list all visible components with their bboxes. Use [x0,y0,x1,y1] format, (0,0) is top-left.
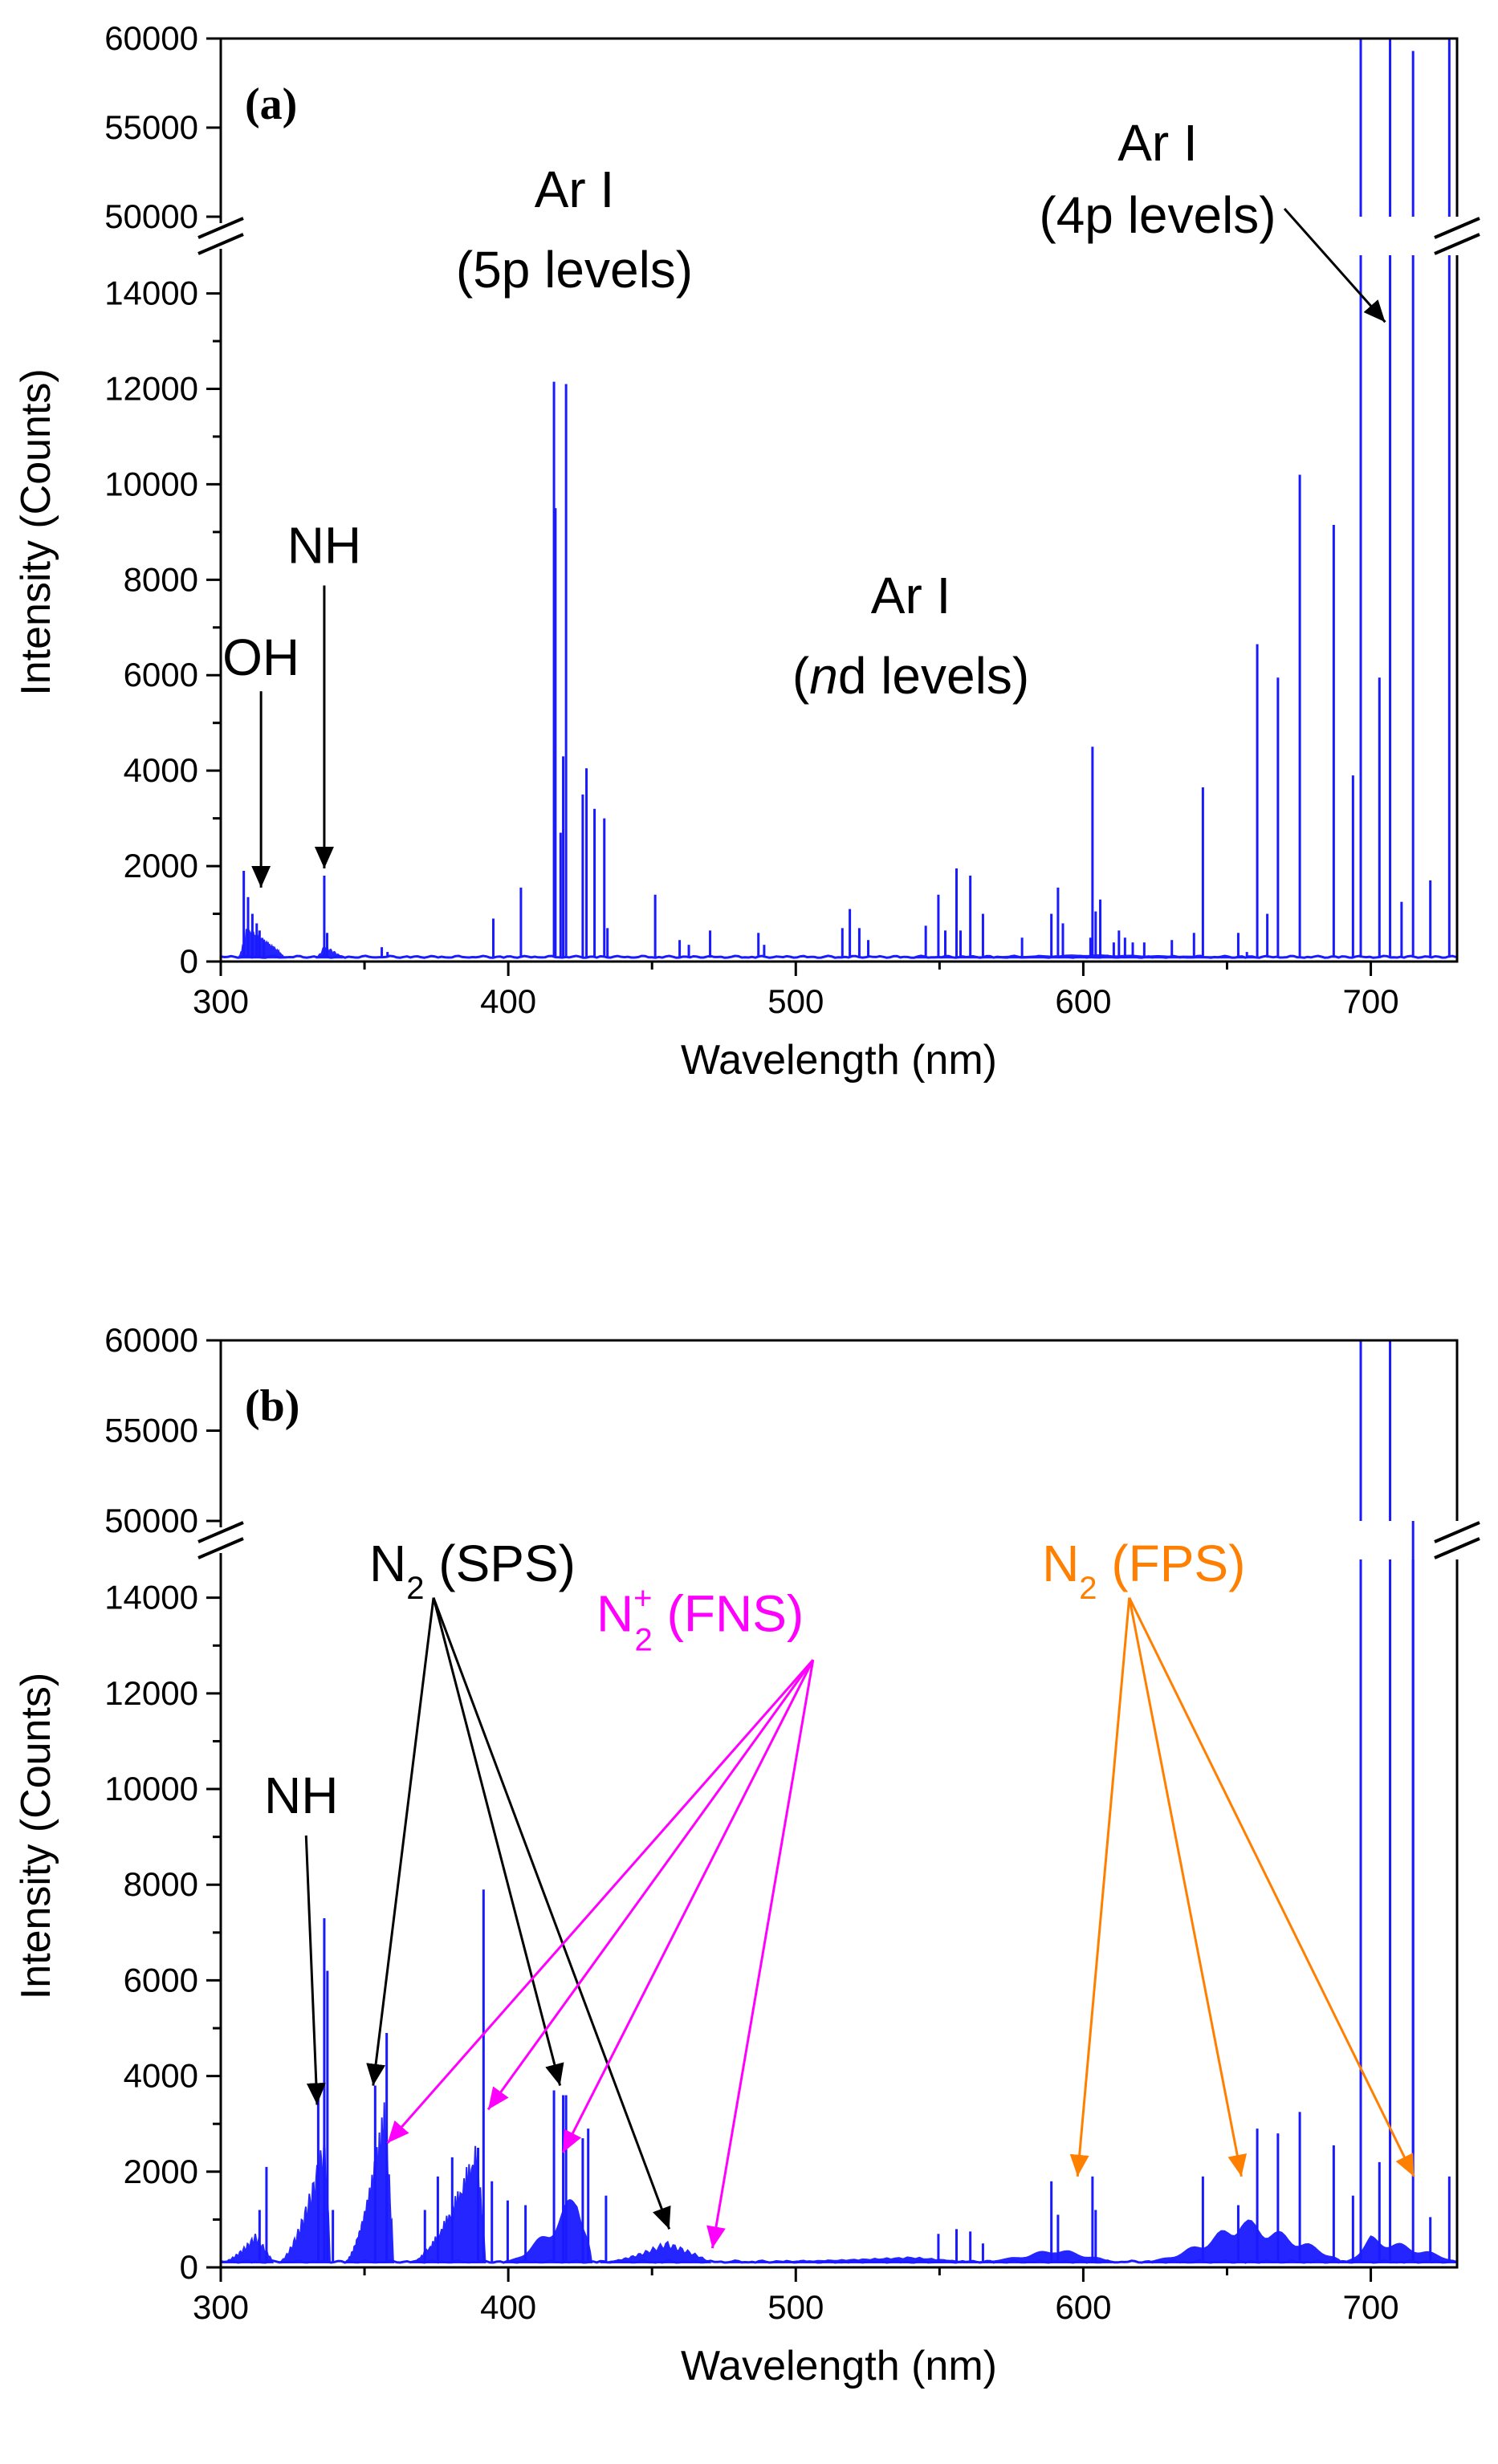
spectrum-baseline [219,954,1457,959]
spectrum-band [315,945,344,959]
annotation-arrow [432,1597,564,2086]
spectrum-band [278,2141,332,2263]
annotation-ar-5p-levels: (5p levels) [456,241,693,299]
y-tick-label: 10000 [104,465,198,502]
y-axis-label: Intensity (Counts) [13,1673,59,2000]
y-tick-label: 2000 [124,2153,198,2190]
annotation-ar-4p: Ar I [1117,114,1198,172]
annotation-arrow [561,1659,815,2153]
spectrum-band [1140,2219,1345,2263]
x-axis-label: Wavelength (nm) [681,2343,997,2389]
annotation-arrow [1128,1597,1415,2177]
y-tick-label: 12000 [104,369,198,407]
annotation-label: N+ 2 (FNS) [596,1580,804,1657]
y-tick-label: 12000 [104,1674,198,1712]
x-tick-label: 500 [767,982,824,1020]
annotation-arrow [1283,208,1386,323]
annotation-arrow [366,1597,435,2086]
x-tick-label: 400 [480,982,536,1020]
y-tick-label: 0 [180,2248,198,2286]
axis-break-mark [1434,233,1480,255]
annotation-ar-5p: Ar I [535,161,615,218]
y-tick-label: 10000 [104,1770,198,1807]
annotation-nh: NH [264,1767,338,1824]
x-axis-label: Wavelength (nm) [681,1037,997,1084]
y-tick-label: 8000 [124,1865,198,1903]
y-tick-label-upper: 60000 [104,1321,198,1359]
y-tick-label: 4000 [124,751,198,789]
y-tick-label: 6000 [124,1961,198,1998]
x-tick-label: 400 [480,2288,536,2326]
y-axis-label: Intensity (Counts) [13,368,59,696]
y-tick-label: 14000 [104,274,198,312]
upper-axis-frame [219,1339,1459,1521]
y-tick-label-upper: 60000 [104,19,198,57]
axis-break-mark [1434,217,1480,239]
lower-axis-frame [219,255,1459,963]
y-tick-label-upper: 55000 [104,1412,198,1450]
annotation-label: N2 (SPS) [369,1535,576,1606]
y-tick-label: 4000 [124,2057,198,2095]
annotation-label: N2 (FPS) [1042,1535,1245,1606]
annotation-nh: NH [287,517,361,575]
y-tick-label-upper: 55000 [104,108,198,146]
annotation-oh: OH [222,628,299,686]
spectrum-band [410,2145,486,2263]
spectrum-baseline [219,2259,1457,2264]
annotation-arrow [1128,1597,1248,2177]
annotation-ar-nd: Ar I [871,567,951,624]
y-tick-label-upper: 50000 [104,1502,198,1539]
annotation-arrow [1069,1597,1131,2177]
y-tick-label: 0 [180,942,198,980]
panel-b: 300 400 500 600 700 0 2000 4000 6000 8000 10000 120… [13,1321,1480,2389]
axis-break-mark [1434,1521,1480,1543]
x-tick-label: 300 [193,982,249,1020]
y-tick-label: 8000 [124,560,198,598]
y-tick-label: 2000 [124,847,198,884]
x-tick-label: 600 [1055,2288,1111,2326]
panel-label: (b) [245,1381,299,1431]
y-tick-label: 6000 [124,656,198,693]
annotation-arrow [706,1659,815,2249]
axis-break-mark [197,1521,244,1543]
axis-break-mark [197,1537,244,1559]
annotation-ar-4p-levels: (4p levels) [1039,186,1276,244]
lower-axis-frame [219,1559,1459,2269]
panel-a: 300 400 500 600 700 0 2000 4000 6000 8000 10000 120… [13,19,1480,1084]
x-tick-label: 700 [1343,2288,1399,2326]
spectrum-band [1341,2235,1458,2263]
x-tick-label: 600 [1055,982,1111,1020]
annotation-arrow [486,1659,814,2111]
spectrum-band [235,927,287,959]
x-tick-label: 500 [767,2288,824,2326]
spectrum-band [220,2234,275,2263]
axis-break-mark [1434,1537,1480,1559]
axis-break-mark [197,233,244,255]
spectrum-band [502,2199,593,2263]
annotation-arrow [432,1597,671,2230]
panel-label: (a) [245,79,297,129]
y-tick-label: 14000 [104,1579,198,1616]
axis-break-mark [197,217,244,239]
annotation-arrow [304,1835,326,2105]
spectrum-band [600,2240,712,2263]
x-tick-label: 300 [193,2288,249,2326]
annotation-arrow [386,1659,814,2145]
annotation-ar-nd-levels: (nd levels) [792,647,1029,705]
x-tick-label: 700 [1343,982,1399,1020]
y-tick-label-upper: 50000 [104,197,198,235]
